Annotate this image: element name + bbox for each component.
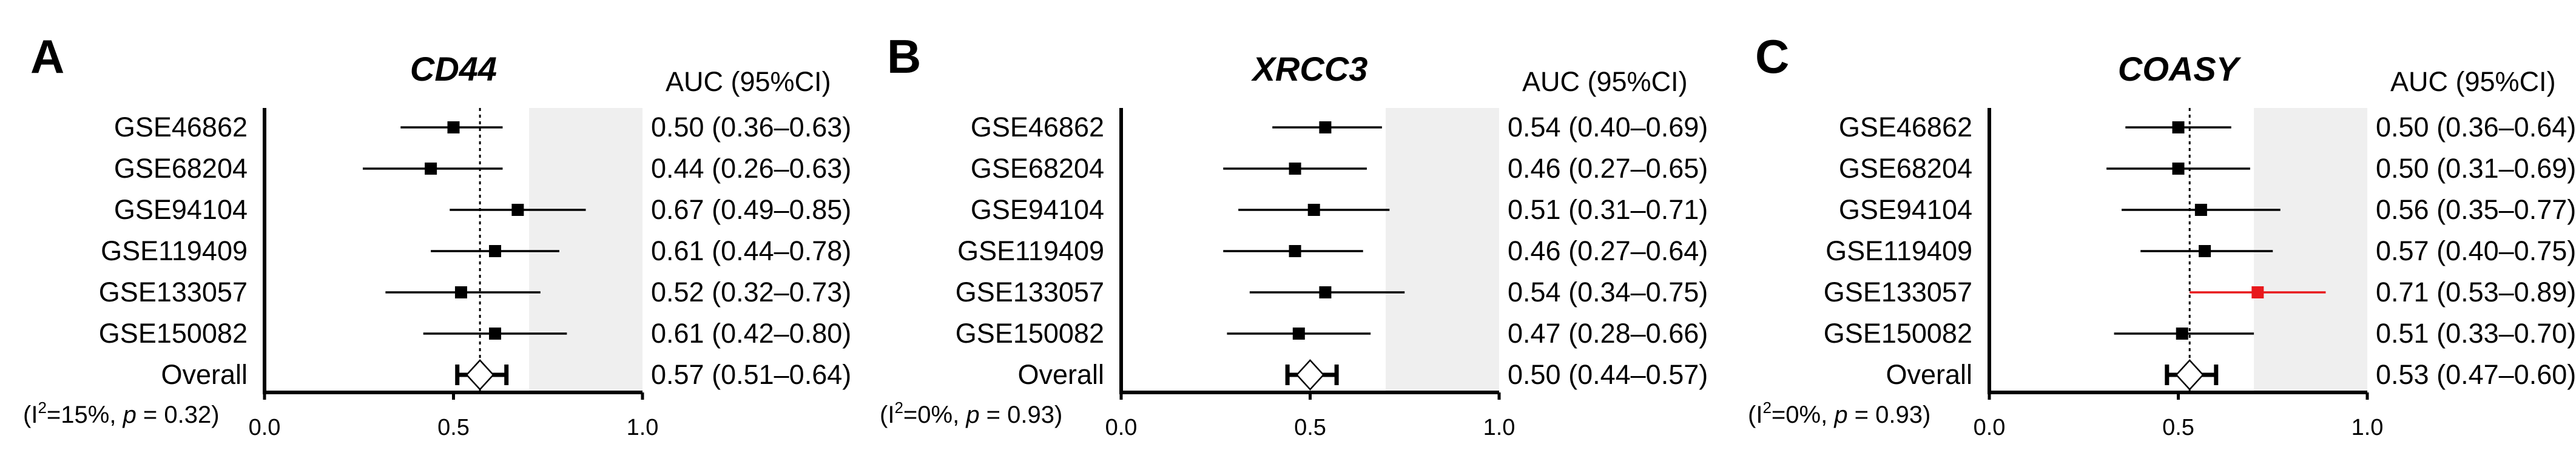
auc-value: 0.54 (0.40–0.69): [1508, 112, 1708, 143]
panel-letter: C: [1755, 30, 1789, 83]
auc-value: 0.57 (0.40–0.75): [2376, 235, 2576, 266]
x-tick-label: 1.0: [1483, 415, 1516, 440]
study-label: GSE94104: [114, 194, 248, 225]
x-tick-label: 0.5: [1294, 415, 1326, 440]
auc-point: [1289, 163, 1301, 175]
column-header: AUC (95%CI): [666, 66, 831, 97]
auc-point: [425, 163, 437, 175]
study-label: GSE94104: [1839, 194, 1972, 225]
auc-point: [1307, 204, 1320, 216]
study-label: GSE133057: [1824, 277, 1972, 308]
auc-point: [511, 204, 524, 216]
auc-value: 0.51 (0.33–0.70): [2376, 318, 2576, 349]
overall-label: Overall: [1017, 359, 1104, 390]
chart-title: CD44: [410, 50, 497, 88]
forest-panel-b: B XRCC3 AUC (95%CI) 0.0 0.5 1.0 GSE46862 0.54 (…: [880, 30, 1708, 440]
x-tick-label: 1.0: [2352, 415, 2384, 440]
chart-title: XRCC3: [1251, 50, 1368, 88]
auc-point: [2199, 245, 2211, 257]
auc-value: 0.61 (0.42–0.80): [651, 318, 851, 349]
heterogeneity-note: (I2=0%, p = 0.93): [880, 398, 1062, 428]
study-label: GSE150082: [1824, 318, 1972, 349]
x-tick-label: 0.5: [2162, 415, 2194, 440]
auc-value: 0.50 (0.36–0.64): [2376, 112, 2576, 143]
panel-letter: A: [30, 30, 64, 83]
study-label: GSE150082: [956, 318, 1104, 349]
overall-diamond: [465, 359, 494, 391]
study-label: GSE46862: [971, 112, 1104, 143]
study-label: GSE150082: [99, 318, 248, 349]
heterogeneity-note: (I2=15%, p = 0.32): [23, 398, 220, 428]
auc-value: 0.71 (0.53–0.89): [2376, 277, 2576, 308]
auc-point: [489, 245, 502, 257]
overall-auc-value: 0.57 (0.51–0.64): [651, 359, 851, 390]
forest-panel-c: C COASY AUC (95%CI) 0.0 0.5 1.0 GSE46862 0.50 (…: [1748, 30, 2576, 440]
auc-point: [1319, 286, 1332, 298]
auc-point: [1289, 245, 1301, 257]
auc-point: [2251, 286, 2264, 298]
heterogeneity-note: (I2=0%, p = 0.93): [1748, 398, 1930, 428]
study-label: GSE68204: [971, 153, 1104, 184]
column-header: AUC (95%CI): [1522, 66, 1688, 97]
study-label: GSE68204: [1839, 153, 1972, 184]
auc-point: [454, 286, 467, 298]
forest-panel-a: A CD44 AUC (95%CI) 0.0 0.5 1.0 GSE46862 0.50 (0…: [23, 30, 851, 440]
overall-diamond: [2175, 359, 2204, 391]
overall-label: Overall: [161, 359, 248, 390]
x-tick-label: 1.0: [627, 415, 659, 440]
auc-point: [2194, 204, 2207, 216]
auc-value: 0.50 (0.36–0.63): [651, 112, 851, 143]
auc-point: [2172, 121, 2185, 133]
study-label: GSE119409: [957, 235, 1104, 266]
study-label: GSE119409: [101, 235, 248, 266]
shaded-region: [1386, 108, 1499, 392]
auc-value: 0.51 (0.31–0.71): [1508, 194, 1708, 225]
panel-letter: B: [887, 30, 921, 83]
auc-value: 0.67 (0.49–0.85): [651, 194, 851, 225]
overall-auc-value: 0.50 (0.44–0.57): [1508, 359, 1708, 390]
chart-title: COASY: [2118, 50, 2242, 88]
study-label: GSE68204: [114, 153, 248, 184]
study-label: GSE94104: [971, 194, 1104, 225]
x-tick-label: 0.0: [1974, 415, 2006, 440]
study-label: GSE133057: [99, 277, 248, 308]
overall-auc-value: 0.53 (0.47–0.60): [2376, 359, 2576, 390]
auc-value: 0.52 (0.32–0.73): [651, 277, 851, 308]
overall-diamond: [1295, 359, 1325, 391]
auc-point: [2176, 328, 2188, 340]
auc-value: 0.47 (0.28–0.66): [1508, 318, 1708, 349]
auc-value: 0.46 (0.27–0.64): [1508, 235, 1708, 266]
auc-point: [489, 328, 502, 340]
auc-point: [447, 121, 460, 133]
study-label: GSE46862: [1839, 112, 1972, 143]
overall-label: Overall: [1886, 359, 1972, 390]
auc-value: 0.56 (0.35–0.77): [2376, 194, 2576, 225]
x-tick-label: 0.0: [249, 415, 281, 440]
auc-value: 0.44 (0.26–0.63): [651, 153, 851, 184]
study-label: GSE133057: [956, 277, 1104, 308]
x-tick-label: 0.0: [1105, 415, 1138, 440]
auc-point: [1292, 328, 1305, 340]
auc-value: 0.50 (0.31–0.69): [2376, 153, 2576, 184]
auc-value: 0.46 (0.27–0.65): [1508, 153, 1708, 184]
auc-value: 0.54 (0.34–0.75): [1508, 277, 1708, 308]
study-label: GSE119409: [1826, 235, 1972, 266]
auc-value: 0.61 (0.44–0.78): [651, 235, 851, 266]
auc-point: [2172, 163, 2185, 175]
x-tick-label: 0.5: [437, 415, 470, 440]
column-header: AUC (95%CI): [2390, 66, 2556, 97]
study-label: GSE46862: [114, 112, 248, 143]
auc-point: [1319, 121, 1332, 133]
